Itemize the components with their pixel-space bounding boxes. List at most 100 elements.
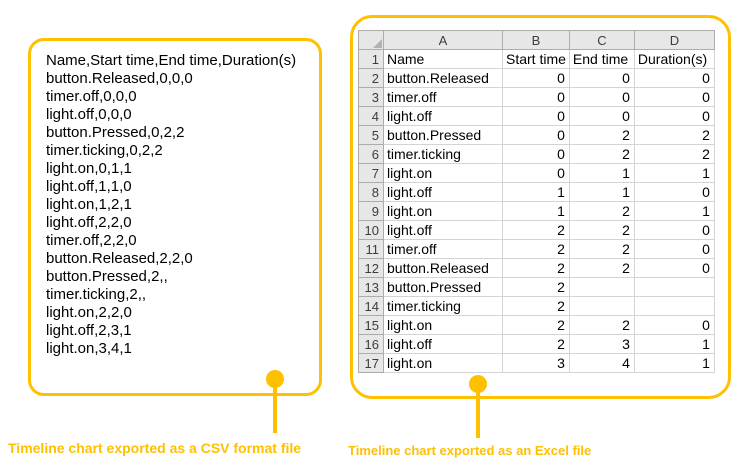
- cell-D15[interactable]: 0: [633, 315, 715, 335]
- cell-D8[interactable]: 0: [633, 182, 715, 202]
- cell-A10[interactable]: light.off: [383, 220, 503, 240]
- csv-line-4: light.off,0,0,0: [46, 106, 132, 123]
- cell-D2[interactable]: 0: [633, 68, 715, 88]
- cell-B12[interactable]: 2: [502, 258, 570, 278]
- cell-C9[interactable]: 2: [568, 201, 635, 221]
- cell-C7[interactable]: 1: [568, 163, 635, 183]
- cell-C17[interactable]: 4: [568, 353, 635, 373]
- cell-A13[interactable]: button.Pressed: [383, 277, 503, 297]
- cell-C3[interactable]: 0: [568, 87, 635, 107]
- cell-D10[interactable]: 0: [633, 220, 715, 240]
- cell-C12[interactable]: 2: [568, 258, 635, 278]
- cell-A4[interactable]: light.off: [383, 106, 503, 126]
- cell-A16[interactable]: light.off: [383, 334, 503, 354]
- cell-D11[interactable]: 0: [633, 239, 715, 259]
- cell-C10[interactable]: 2: [568, 220, 635, 240]
- row-header-17[interactable]: 17: [358, 353, 384, 373]
- cell-D9[interactable]: 1: [633, 201, 715, 221]
- cell-B13[interactable]: 2: [502, 277, 570, 297]
- row-header-11[interactable]: 11: [358, 239, 384, 259]
- row-header-2[interactable]: 2: [358, 68, 384, 88]
- cell-C13[interactable]: [568, 277, 635, 297]
- row-header-14[interactable]: 14: [358, 296, 384, 316]
- cell-A9[interactable]: light.on: [383, 201, 503, 221]
- row-header-16[interactable]: 16: [358, 334, 384, 354]
- cell-A1[interactable]: Name: [383, 49, 503, 69]
- cell-A15[interactable]: light.on: [383, 315, 503, 335]
- cell-B16[interactable]: 2: [502, 334, 570, 354]
- column-header-b[interactable]: B: [502, 30, 570, 50]
- cell-A11[interactable]: timer.off: [383, 239, 503, 259]
- cell-D16[interactable]: 1: [633, 334, 715, 354]
- row-header-8[interactable]: 8: [358, 182, 384, 202]
- cell-B4[interactable]: 0: [502, 106, 570, 126]
- cell-B14[interactable]: 2: [502, 296, 570, 316]
- row-header-7[interactable]: 7: [358, 163, 384, 183]
- cell-A12[interactable]: button.Released: [383, 258, 503, 278]
- sheet-row-14: 14 timer.ticking 2: [358, 296, 715, 316]
- row-header-12[interactable]: 12: [358, 258, 384, 278]
- cell-A2[interactable]: button.Released: [383, 68, 503, 88]
- cell-B1[interactable]: Start time: [502, 49, 570, 69]
- cell-A14[interactable]: timer.ticking: [383, 296, 503, 316]
- row-header-15[interactable]: 15: [358, 315, 384, 335]
- cell-D17[interactable]: 1: [633, 353, 715, 373]
- cell-B11[interactable]: 2: [502, 239, 570, 259]
- cell-D1[interactable]: Duration(s): [633, 49, 715, 69]
- cell-C15[interactable]: 2: [568, 315, 635, 335]
- row-header-1[interactable]: 1: [358, 49, 384, 69]
- cell-B9[interactable]: 1: [502, 201, 570, 221]
- cell-C5[interactable]: 2: [568, 125, 635, 145]
- select-all-corner[interactable]: [358, 30, 384, 50]
- cell-C14[interactable]: [568, 296, 635, 316]
- cell-B6[interactable]: 0: [502, 144, 570, 164]
- excel-callout-line: [476, 388, 480, 438]
- cell-B3[interactable]: 0: [502, 87, 570, 107]
- sheet-row-3: 3 timer.off 0 0 0: [358, 87, 715, 107]
- cell-C2[interactable]: 0: [568, 68, 635, 88]
- cell-B15[interactable]: 2: [502, 315, 570, 335]
- cell-A6[interactable]: timer.ticking: [383, 144, 503, 164]
- row-header-10[interactable]: 10: [358, 220, 384, 240]
- cell-C11[interactable]: 2: [568, 239, 635, 259]
- cell-D13[interactable]: [633, 277, 715, 297]
- column-header-d[interactable]: D: [633, 30, 715, 50]
- column-header-a[interactable]: A: [383, 30, 503, 50]
- cell-B10[interactable]: 2: [502, 220, 570, 240]
- cell-B2[interactable]: 0: [502, 68, 570, 88]
- cell-C6[interactable]: 2: [568, 144, 635, 164]
- cell-D6[interactable]: 2: [633, 144, 715, 164]
- cell-A8[interactable]: light.off: [383, 182, 503, 202]
- cell-B8[interactable]: 1: [502, 182, 570, 202]
- csv-line-13: button.Pressed,2,,: [46, 268, 168, 285]
- cell-C16[interactable]: 3: [568, 334, 635, 354]
- cell-B17[interactable]: 3: [502, 353, 570, 373]
- cell-B7[interactable]: 0: [502, 163, 570, 183]
- cell-D14[interactable]: [633, 296, 715, 316]
- sheet-row-6: 6 timer.ticking 0 2 2: [358, 144, 715, 164]
- row-header-5[interactable]: 5: [358, 125, 384, 145]
- csv-line-1: Name,Start time,End time,Duration(s): [46, 52, 297, 69]
- cell-C1[interactable]: End time: [568, 49, 635, 69]
- cell-D7[interactable]: 1: [633, 163, 715, 183]
- cell-B5[interactable]: 0: [502, 125, 570, 145]
- cell-D12[interactable]: 0: [633, 258, 715, 278]
- cell-A3[interactable]: timer.off: [383, 87, 503, 107]
- row-header-4[interactable]: 4: [358, 106, 384, 126]
- row-header-6[interactable]: 6: [358, 144, 384, 164]
- cell-D4[interactable]: 0: [633, 106, 715, 126]
- cell-A5[interactable]: button.Pressed: [383, 125, 503, 145]
- row-header-3[interactable]: 3: [358, 87, 384, 107]
- row-header-13[interactable]: 13: [358, 277, 384, 297]
- cell-C8[interactable]: 1: [568, 182, 635, 202]
- cell-C4[interactable]: 0: [568, 106, 635, 126]
- sheet-row-9: 9 light.on 1 2 1: [358, 201, 715, 221]
- column-header-c[interactable]: C: [568, 30, 635, 50]
- cell-A17[interactable]: light.on: [383, 353, 503, 373]
- cell-D3[interactable]: 0: [633, 87, 715, 107]
- sheet-row-13: 13 button.Pressed 2: [358, 277, 715, 297]
- cell-D5[interactable]: 2: [633, 125, 715, 145]
- row-header-9[interactable]: 9: [358, 201, 384, 221]
- cell-A7[interactable]: light.on: [383, 163, 503, 183]
- csv-callout-dot: [266, 370, 284, 388]
